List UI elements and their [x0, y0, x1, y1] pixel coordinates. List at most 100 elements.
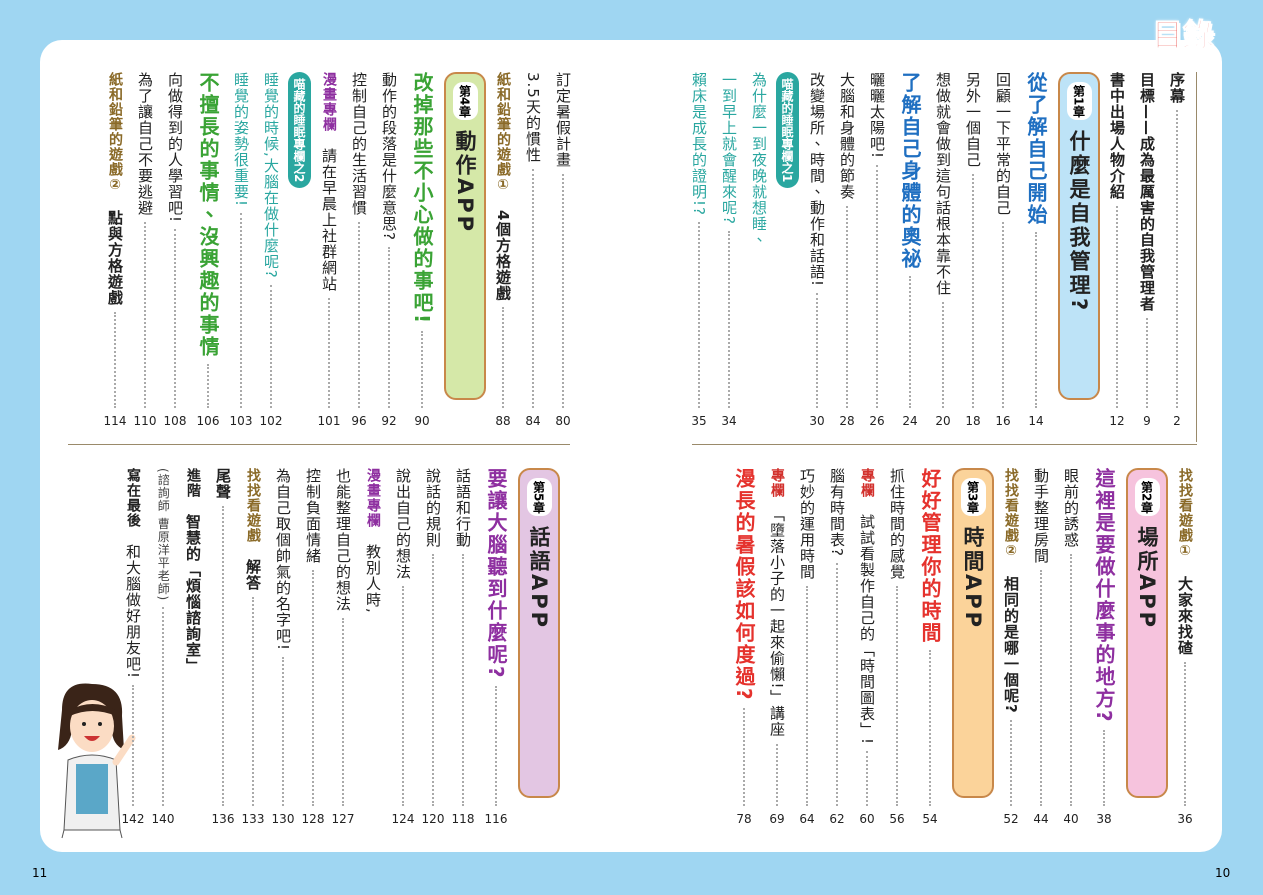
- entry-text: 改變場所、時間、動作和話語!: [808, 72, 826, 287]
- entry-title: 目標——成為最厲害的自我管理者: [1138, 72, 1156, 312]
- entry-title: 「墮落小子的一起來偷懶!」講座: [768, 514, 786, 738]
- entry-title: 了解自己身體的奧祕: [898, 72, 922, 270]
- entry-text: 也能整理自己的想法: [334, 468, 352, 612]
- entry-title: 這裡是要做什麼事的地方?: [1092, 468, 1116, 724]
- page-ref: 84: [525, 414, 541, 428]
- entry-prefix: 進階: [185, 468, 201, 498]
- toc-entry: 動手整理房間 44: [1026, 468, 1056, 826]
- entry-text: 書中出場人物介紹: [1108, 72, 1126, 200]
- toc-entry: 漫長的暑假該如何度過? 78: [726, 468, 762, 826]
- page-ref: 78: [736, 812, 752, 826]
- page-ref: 30: [809, 414, 825, 428]
- dot-leader: [1040, 570, 1042, 806]
- entry-prefix: 紙和鉛筆的遊戲①: [495, 72, 511, 194]
- page-ref: 101: [317, 414, 341, 428]
- page-ref: 24: [902, 414, 918, 428]
- chapter-box: 第5章 話語APP: [518, 468, 560, 798]
- page-ref: 60: [859, 812, 875, 826]
- toc-entry: 書中出場人物介紹 12: [1102, 72, 1132, 428]
- entry-text: 動作的段落是什麼意思?: [380, 72, 398, 241]
- entry-text: 好好管理你的時間: [918, 468, 942, 644]
- page-ref: 16: [995, 414, 1011, 428]
- chapter-label: 第5章: [526, 478, 552, 517]
- page-ref: 110: [133, 414, 157, 428]
- toc-entry: 抓住時間的感覺 56: [882, 468, 912, 826]
- dot-leader: [144, 222, 146, 408]
- entry-title: 序幕: [1168, 72, 1186, 104]
- entry-title: 試試看製作自己的「時間圖表」!: [858, 514, 876, 746]
- entry-title: 為了讓自己不要逃避: [136, 72, 154, 216]
- entry-prefix: 紙和鉛筆的遊戲②: [107, 72, 123, 194]
- entry-text: 目標——成為最厲害的自我管理者: [1138, 72, 1156, 312]
- entry-text: 另外一個自己: [964, 72, 982, 168]
- entry-text: 專欄 「墮落小子的一起來偷懶!」講座: [768, 468, 786, 738]
- page-ref: 120: [421, 812, 445, 826]
- toc-entry: 漫畫專欄 請在早晨上社群網站 101: [314, 72, 344, 428]
- entry-text: 向做得到的人學習吧!: [166, 72, 184, 223]
- chapter-label: 第2章: [1134, 478, 1160, 517]
- entry-text: 專欄 試試看製作自己的「時間圖表」!: [858, 468, 876, 745]
- divider: [1196, 72, 1197, 442]
- page-ref: 106: [196, 414, 220, 428]
- sleep-column-tag: 喵藏的睡眠專欄之2: [288, 72, 311, 189]
- toc-entry: 睡覺的時候,大腦在做什麼呢? 102: [256, 72, 286, 428]
- page-ref: 64: [799, 812, 815, 826]
- entry-title: 好好管理你的時間: [918, 468, 942, 644]
- entry-text: 要讓大腦聽到什麼呢?: [484, 468, 508, 680]
- entry-text: 了解自己身體的奧祕: [898, 72, 922, 270]
- entry-title: 智慧的「煩惱諮詢室」: [184, 514, 202, 674]
- page-ref: 108: [163, 414, 187, 428]
- entry-text: 改掉那些不小心做的事吧!: [410, 72, 434, 325]
- page-ref: 38: [1096, 812, 1112, 826]
- toc-entry: 賴床是成長的證明!? 35: [684, 72, 714, 428]
- page-ref: 2: [1173, 414, 1181, 428]
- entry-title: 為什麼一到夜晚就想睡、: [750, 72, 768, 248]
- dot-leader: [132, 685, 134, 806]
- dot-leader: [252, 597, 254, 806]
- dot-leader: [929, 650, 931, 806]
- toc-entry: 想做就會做到這句話根本靠不住 20: [928, 72, 958, 428]
- page-ref: 130: [271, 812, 295, 826]
- page-ref: 103: [229, 414, 253, 428]
- toc-entry: 找找看遊戲① 大家來找碴 36: [1170, 468, 1200, 826]
- dot-leader: [207, 364, 209, 408]
- entry-title: 巧妙的運用時間: [798, 468, 816, 580]
- toc-entry: 紙和鉛筆的遊戲① 4個方格遊戲 88: [488, 72, 518, 428]
- entry-prefix: 專欄: [769, 468, 785, 498]
- page-ref: 34: [721, 414, 737, 428]
- page-ref: 56: [889, 812, 905, 826]
- entry-text: 曬曬太陽吧!: [868, 72, 886, 159]
- book-spread: [40, 40, 1222, 852]
- toc-entry: 改變場所、時間、動作和話語! 30: [802, 72, 832, 428]
- dot-leader: [866, 751, 868, 806]
- entry-title: 解答: [244, 559, 262, 591]
- entry-text: 控制自己的生活習慣: [350, 72, 368, 216]
- page-ref: 92: [381, 414, 397, 428]
- toc-entry: 訂定暑假計畫 80: [548, 72, 578, 428]
- entry-text: 抓住時間的感覺: [888, 468, 906, 580]
- page-ref: 36: [1177, 812, 1193, 826]
- sleep-column-tag: 喵藏的睡眠專欄之1: [776, 72, 799, 189]
- entry-title: 話語和行動: [454, 468, 472, 548]
- entry-text: 進階 智慧的「煩惱諮詢室」: [184, 468, 202, 674]
- dot-leader: [432, 554, 434, 806]
- entry-text: 訂定暑假計畫: [554, 72, 572, 168]
- entry-title: 書中出場人物介紹: [1108, 72, 1126, 200]
- dot-leader: [421, 331, 423, 408]
- entry-title: 也能整理自己的想法: [334, 468, 352, 612]
- entry-prefix: 寫在最後: [125, 468, 141, 528]
- spacer: [184, 498, 202, 514]
- toc-entry: 話語和行動 118: [448, 468, 478, 826]
- toc-entry: 巧妙的運用時間 64: [792, 468, 822, 826]
- entry-title: 大家來找碴: [1176, 576, 1194, 656]
- entry-title: 從了解自己開始: [1024, 72, 1048, 226]
- entry-text: 找找看遊戲 解答: [244, 468, 262, 591]
- entry-text: 這裡是要做什麼事的地方?: [1092, 468, 1116, 724]
- entry-text: 寫在最後 和大腦做好朋友吧!: [124, 468, 142, 679]
- entry-prefix: 找找看遊戲②: [1003, 468, 1019, 560]
- dot-leader: [240, 213, 242, 408]
- toc-entry: 眼前的誘惑 40: [1056, 468, 1086, 826]
- page-ref: 116: [484, 812, 508, 826]
- toc-entry: 向做得到的人學習吧! 108: [160, 72, 190, 428]
- dot-leader: [1116, 206, 1118, 408]
